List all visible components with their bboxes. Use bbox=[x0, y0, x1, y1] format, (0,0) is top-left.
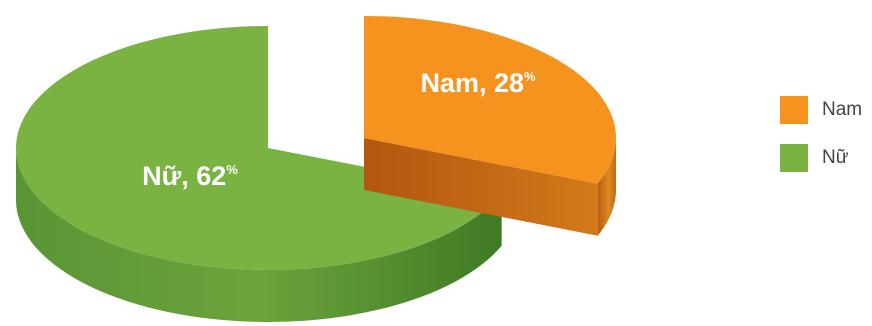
pie-slice-top bbox=[364, 16, 616, 184]
legend-label: Nữ bbox=[822, 147, 849, 168]
pie-slice-side bbox=[597, 138, 616, 236]
pie-slice-side bbox=[16, 148, 502, 323]
pie-slice-top bbox=[16, 26, 502, 270]
legend-item-nu: Nữ bbox=[780, 143, 862, 173]
pie-slice-nam bbox=[364, 16, 616, 236]
legend: Nam Nữ bbox=[780, 95, 862, 191]
data-label-nam: Nam, 28% bbox=[420, 68, 536, 98]
pie-slice-cut-face bbox=[364, 138, 598, 236]
data-label-nu: Nữ, 62% bbox=[142, 161, 238, 191]
legend-swatch bbox=[780, 96, 808, 124]
legend-label: Nam bbox=[822, 99, 863, 120]
pie-slice-nu bbox=[16, 26, 502, 323]
legend-swatch bbox=[780, 144, 808, 172]
legend-item-nam: Nam bbox=[780, 95, 862, 125]
